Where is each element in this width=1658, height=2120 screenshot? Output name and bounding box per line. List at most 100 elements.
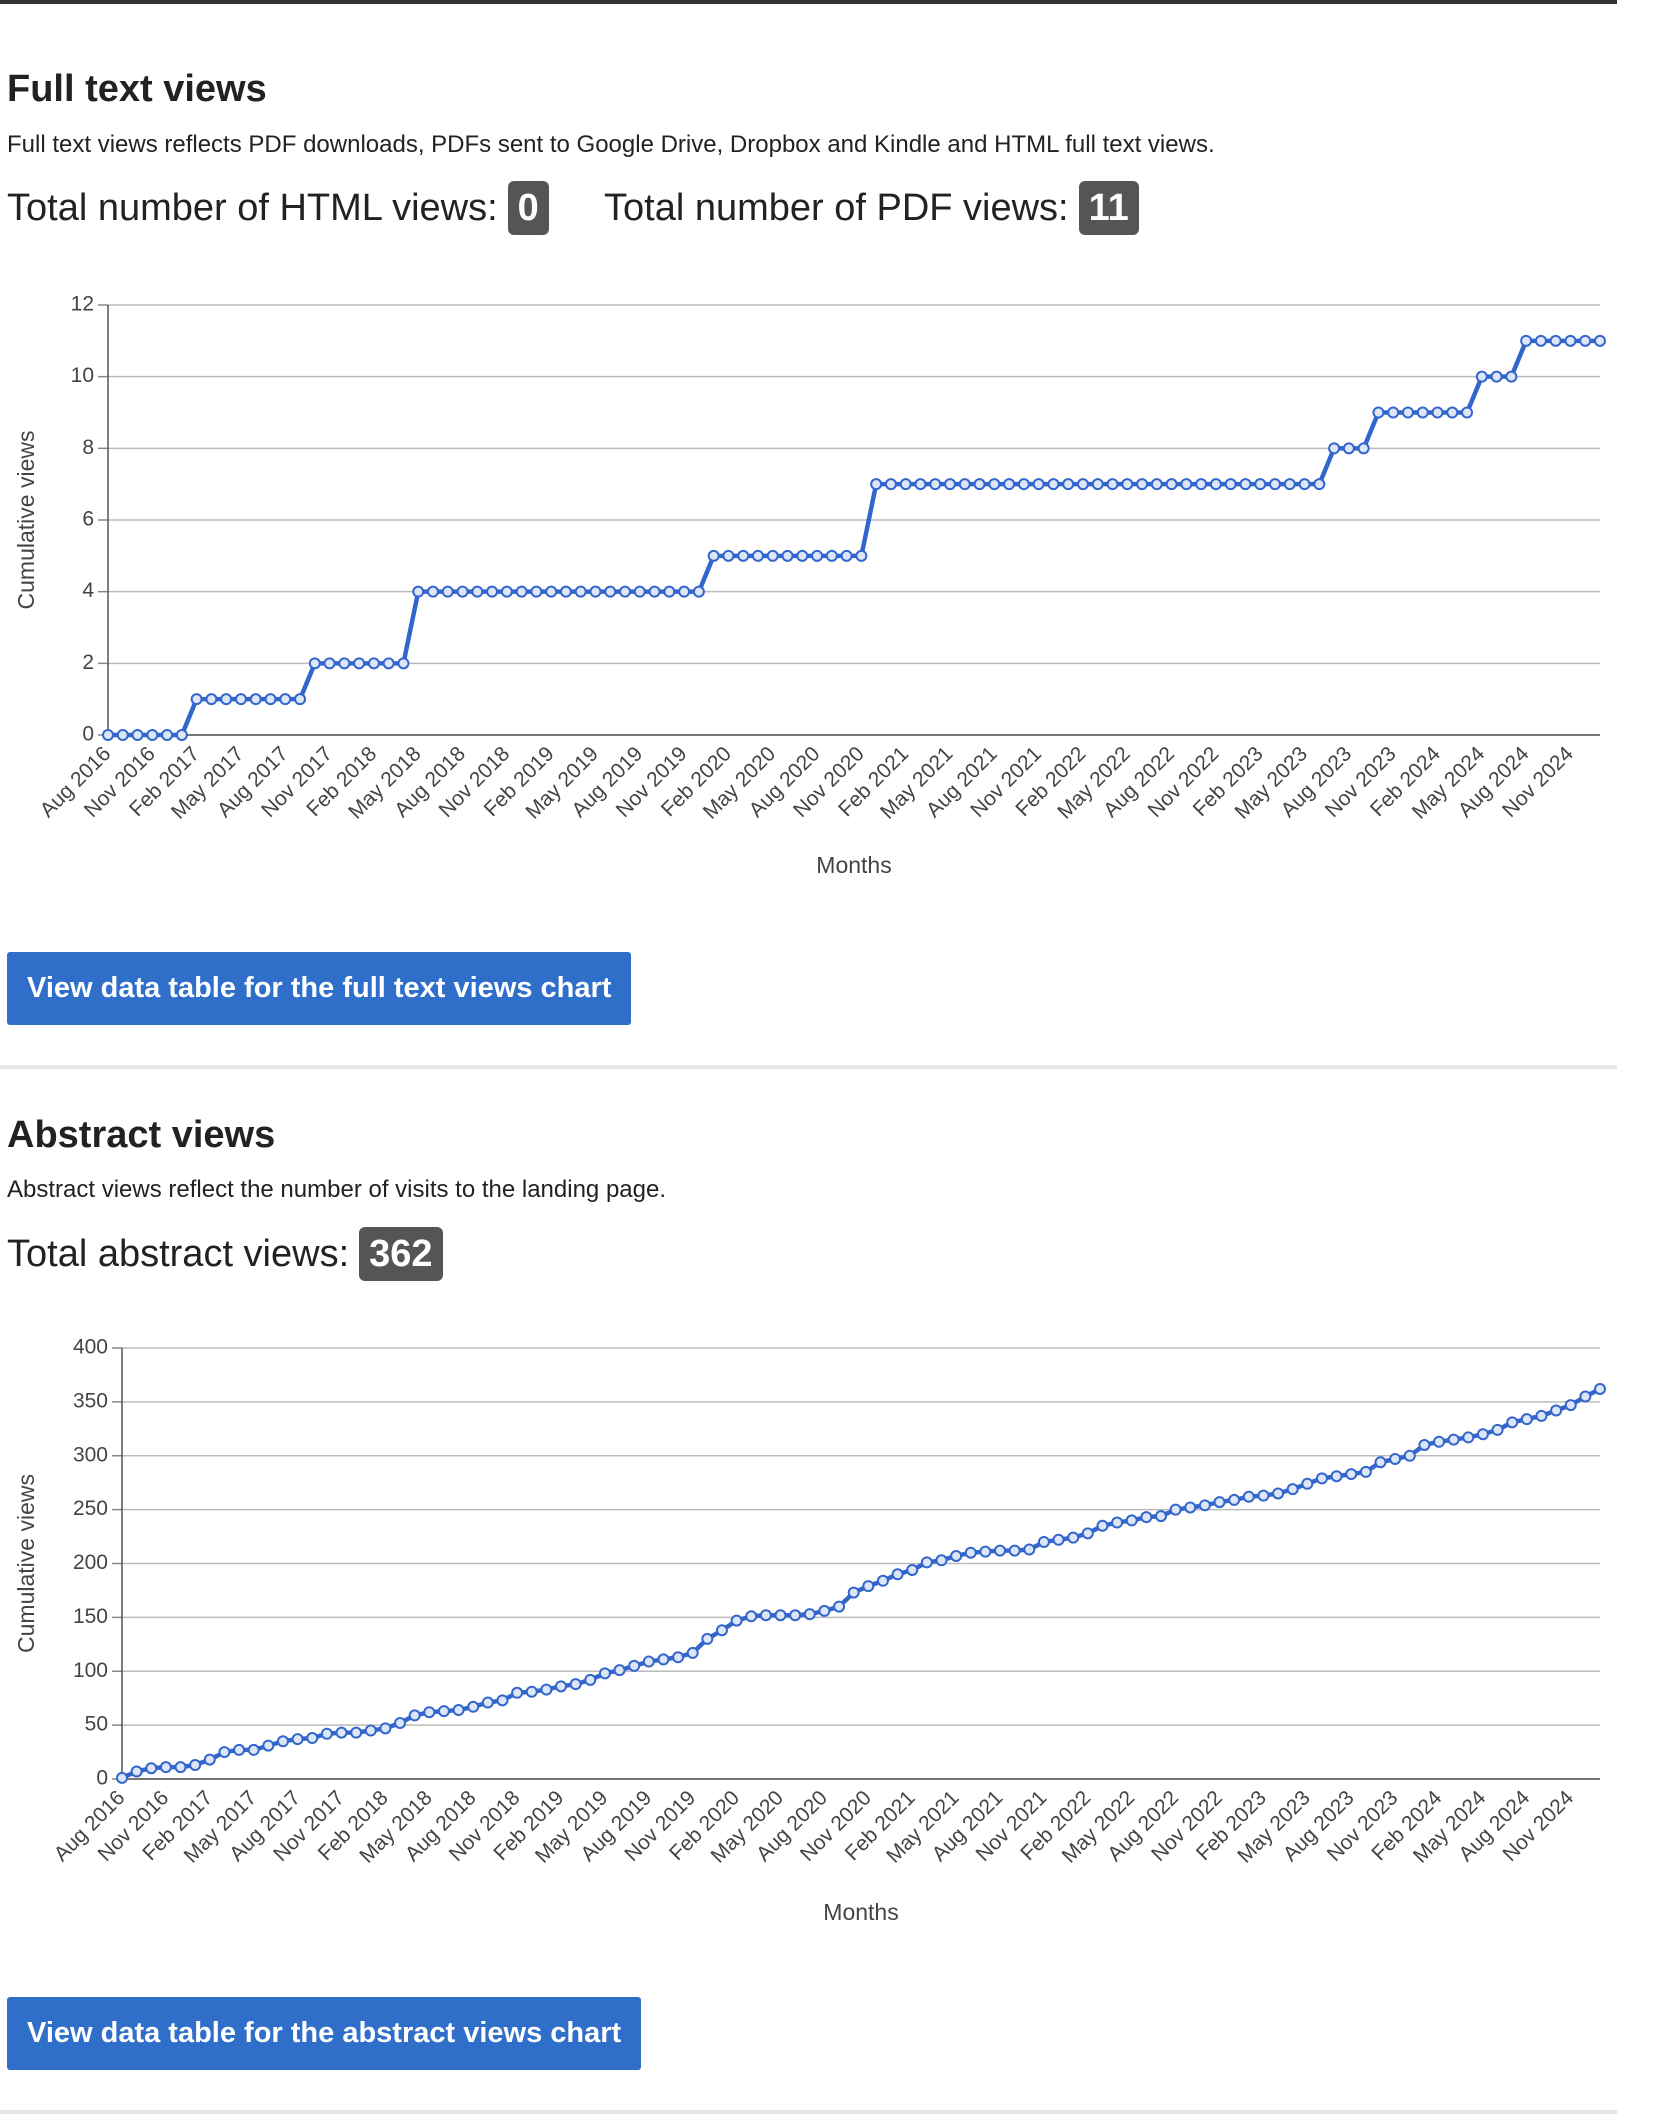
- point: [818, 1604, 831, 1617]
- point: [847, 1586, 860, 1599]
- point: [906, 1563, 919, 1576]
- point: [116, 729, 129, 741]
- point: [161, 729, 174, 741]
- point: [1313, 478, 1326, 491]
- point: [1076, 478, 1089, 491]
- point: [825, 549, 838, 562]
- point: [988, 478, 1001, 491]
- point: [190, 693, 203, 706]
- total-label: Total abstract views:: [7, 1233, 350, 1275]
- point: [633, 585, 646, 598]
- point: [1096, 1519, 1109, 1532]
- y-tick-label: 8: [82, 436, 94, 459]
- point: [870, 478, 883, 491]
- y-tick-label: 12: [71, 293, 94, 316]
- point: [584, 1673, 597, 1686]
- point: [759, 1609, 772, 1622]
- point: [279, 693, 292, 706]
- view-table-button[interactable]: View data table for the full text views …: [7, 952, 632, 1025]
- point: [1062, 478, 1075, 491]
- point: [899, 478, 912, 491]
- point: [796, 549, 809, 562]
- point: [350, 1726, 363, 1739]
- point: [1490, 370, 1503, 383]
- point: [1032, 478, 1045, 491]
- point: [1198, 1499, 1211, 1512]
- total-badge: 362: [359, 1227, 443, 1281]
- point: [131, 729, 144, 741]
- point: [737, 549, 750, 562]
- point: [642, 1655, 655, 1668]
- point: [220, 693, 233, 706]
- point: [686, 1646, 699, 1659]
- y-tick-label: 50: [85, 1713, 108, 1736]
- point: [657, 1653, 670, 1666]
- point: [1431, 406, 1444, 419]
- point: [205, 693, 218, 706]
- point: [335, 1726, 348, 1739]
- point: [481, 1696, 494, 1709]
- point: [1254, 478, 1267, 491]
- point: [249, 693, 262, 706]
- point: [1067, 1531, 1080, 1544]
- total-label: Total number of HTML views:: [7, 187, 498, 229]
- point: [264, 693, 277, 706]
- point: [994, 1544, 1007, 1557]
- point: [397, 657, 410, 670]
- point: [471, 585, 484, 598]
- point: [745, 1610, 758, 1623]
- point: [730, 1614, 743, 1627]
- point: [935, 1554, 948, 1567]
- point: [338, 657, 351, 670]
- point: [1418, 1438, 1431, 1451]
- point: [1242, 1490, 1255, 1503]
- point: [1447, 1433, 1460, 1446]
- point: [628, 1659, 641, 1672]
- point: [247, 1743, 260, 1756]
- point: [950, 1549, 963, 1562]
- line: [121, 1386, 1602, 1780]
- point: [486, 585, 499, 598]
- point: [1491, 1423, 1504, 1436]
- point: [1301, 1477, 1314, 1490]
- point: [1550, 1404, 1563, 1417]
- point: [1136, 478, 1149, 491]
- point: [1505, 370, 1518, 383]
- point: [855, 549, 868, 562]
- point: [781, 549, 794, 562]
- point: [958, 478, 971, 491]
- point: [1594, 1382, 1606, 1395]
- point: [291, 1733, 304, 1746]
- point: [412, 585, 425, 598]
- point: [1180, 478, 1193, 491]
- point: [1111, 1516, 1124, 1529]
- point: [1345, 1468, 1358, 1481]
- point: [545, 585, 558, 598]
- point: [116, 1771, 128, 1784]
- point: [1461, 406, 1474, 419]
- point: [1140, 1511, 1153, 1524]
- view-table-button[interactable]: View data table for the abstract views c…: [7, 1997, 642, 2070]
- point: [1462, 1431, 1475, 1444]
- point: [1213, 1496, 1226, 1509]
- point: [1564, 334, 1577, 347]
- y-tick-label: 200: [73, 1551, 108, 1574]
- point: [884, 478, 897, 491]
- point: [1446, 406, 1459, 419]
- point: [1387, 406, 1400, 419]
- point: [189, 1758, 202, 1771]
- point: [663, 585, 676, 598]
- point: [1125, 1514, 1138, 1527]
- point: [715, 1624, 728, 1637]
- point: [722, 549, 735, 562]
- point: [441, 585, 454, 598]
- point: [707, 549, 720, 562]
- y-tick-label: 250: [73, 1497, 108, 1520]
- x-axis-title: Months: [823, 1899, 898, 1925]
- point: [613, 1664, 626, 1677]
- x-axis-title: Months: [816, 852, 891, 878]
- point: [353, 657, 366, 670]
- point: [569, 1678, 582, 1691]
- point: [511, 1686, 524, 1699]
- point: [1003, 478, 1016, 491]
